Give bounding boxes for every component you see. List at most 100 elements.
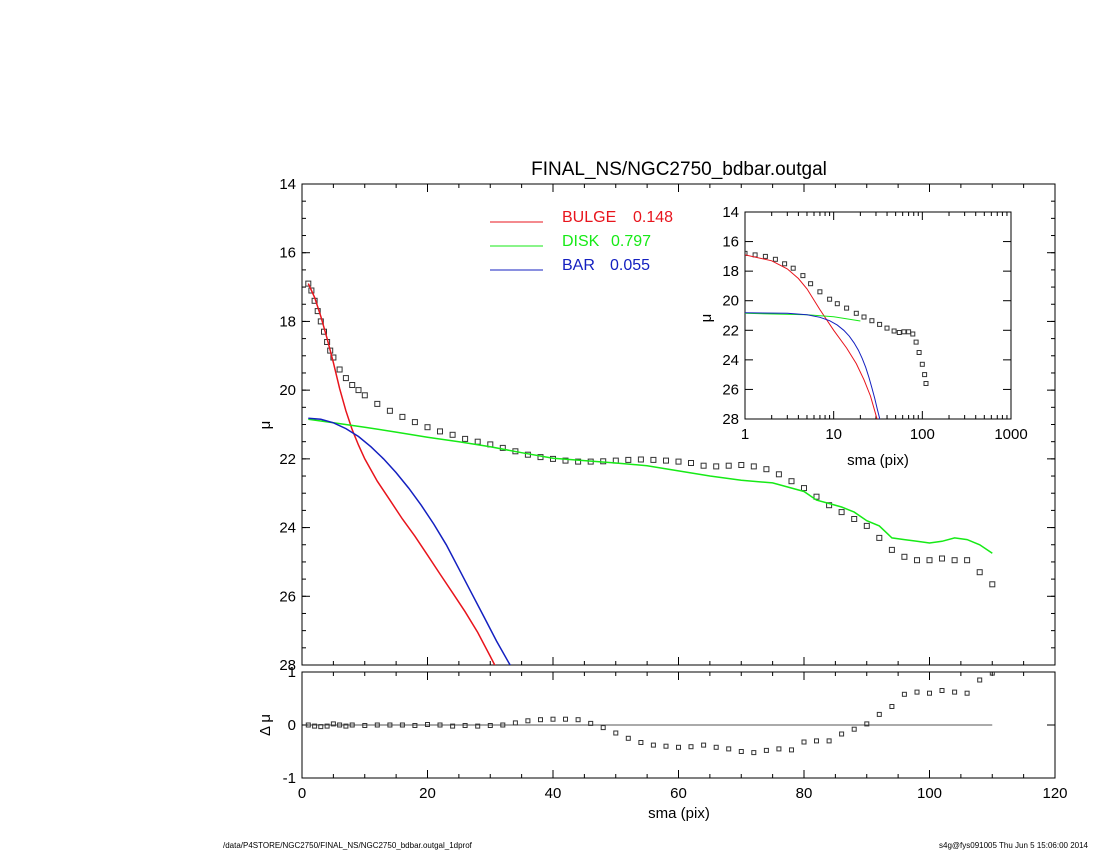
main-ytick-label: 18 (279, 313, 296, 330)
residuals-data-point (751, 750, 757, 756)
main-data-point (775, 471, 782, 478)
main-data-point (637, 456, 644, 463)
residuals-data-point (889, 704, 895, 709)
inset-data-point (834, 301, 840, 307)
main-data-point (336, 366, 343, 373)
inset-ytick-label: 16 (722, 234, 739, 251)
legend-label-disk: DISK (562, 233, 600, 250)
inset-data-point (906, 329, 912, 335)
residuals-data-point (952, 689, 958, 695)
inset-data-point (869, 318, 875, 324)
inset-disk-line (745, 312, 861, 322)
inset-data-point (923, 381, 929, 386)
residuals-data-point (789, 747, 794, 753)
footer-filepath: /data/P4STORE/NGC2750/FINAL_NS/NGC2750_b… (223, 841, 473, 850)
main-data-point (939, 555, 945, 562)
residuals-data-point (814, 738, 819, 744)
residuals-data-point (650, 742, 656, 748)
main-ytick-label: 28 (279, 657, 296, 674)
main-data-point (386, 407, 393, 414)
residuals-data-point (399, 722, 405, 728)
residuals-data-point (663, 743, 669, 749)
residuals-plot-area (305, 672, 995, 756)
main-data-point (826, 502, 833, 509)
residuals-ytick-label: 1 (288, 664, 296, 681)
residuals-data-point (512, 720, 518, 726)
inset-ytick-label: 18 (722, 263, 739, 280)
inset-bulge-line (745, 254, 878, 419)
chart-title: FINAL_NS/NGC2750_bdbar.outgal (531, 159, 827, 180)
inset-frame (744, 211, 1012, 420)
inset-data-point (745, 250, 748, 256)
residuals-xtick-label: 100 (917, 785, 942, 802)
main-data-point (499, 444, 506, 451)
inset-xtick-label: 10 (825, 426, 842, 443)
residuals-data-point (362, 723, 368, 728)
main-data-point (801, 485, 807, 492)
residuals-data-point (305, 722, 311, 728)
residuals-data-point (324, 723, 330, 729)
inset-plot-area (745, 250, 929, 419)
residual-xlabel: sma (pix) (648, 805, 710, 822)
main-panel: 14 16 18 20 22 24 26 28 (279, 176, 1056, 674)
residuals-data-point (989, 672, 995, 676)
inset-panel: 14 16 18 20 22 24 26 281 10 100 1000 (722, 204, 1027, 443)
residuals-data-point (801, 739, 807, 745)
residuals-data-point (688, 744, 694, 750)
main-data-point (437, 428, 443, 435)
main-data-point (562, 457, 569, 464)
residuals-data-point (901, 691, 907, 697)
residuals-data-point (701, 742, 707, 748)
main-data-point (462, 435, 469, 442)
residuals-xtick-label: 80 (796, 785, 813, 802)
main-ylabel: μ (257, 421, 274, 430)
residuals-data-point (500, 722, 506, 728)
inset-data-point (827, 296, 833, 302)
residuals-data-point (927, 690, 932, 696)
main-data-point (763, 466, 770, 473)
legend-value-bar: 0.055 (610, 257, 650, 274)
inset-ytick-label: 24 (722, 352, 739, 369)
residuals-data-point (330, 721, 336, 727)
inset-data-point (884, 325, 890, 331)
main-data-point (838, 509, 845, 516)
residuals-data-point (939, 688, 945, 693)
inset-data-point (800, 273, 806, 279)
residuals-data-point (563, 716, 568, 722)
inset-xtick-label: 1000 (994, 426, 1027, 443)
residuals-data-point (600, 725, 606, 731)
residuals-data-point (318, 724, 324, 730)
main-ytick-label: 16 (279, 245, 296, 262)
main-data-point (926, 557, 933, 564)
residuals-data-point (738, 749, 744, 754)
main-ytick-label: 20 (279, 382, 296, 399)
main-ytick-label: 22 (279, 451, 296, 468)
residual-ylabel: Δ μ (257, 714, 274, 736)
main-data-point (914, 557, 920, 564)
residuals-data-point (588, 720, 594, 726)
main-data-point (355, 387, 362, 394)
residuals-data-point (763, 747, 769, 753)
inset-ylabel: μ (698, 314, 715, 323)
residuals-data-point (613, 730, 619, 736)
inset-xtick-label: 1 (741, 426, 749, 443)
main-data-point (575, 458, 582, 465)
inset-ytick-label: 26 (722, 381, 739, 398)
residuals-data-point (964, 690, 970, 696)
main-data-point (888, 546, 895, 553)
footer-timestamp: s4g@fys091005 Thu Jun 5 15:06:00 2014 (939, 841, 1089, 850)
main-data-point (650, 456, 657, 463)
main-data-point (725, 462, 732, 469)
residuals-data-point (638, 740, 644, 745)
residuals-data-point (625, 735, 631, 741)
main-plot-area (305, 280, 996, 665)
residuals-data-point (826, 738, 832, 744)
residuals-data-point (876, 711, 882, 717)
residuals-xtick-label: 40 (545, 785, 562, 802)
main-data-point (700, 462, 707, 469)
inset-data-point (896, 330, 902, 335)
inset-ytick-label: 14 (722, 204, 739, 221)
inset-ytick-label: 28 (722, 411, 739, 428)
main-data-point (788, 478, 795, 485)
